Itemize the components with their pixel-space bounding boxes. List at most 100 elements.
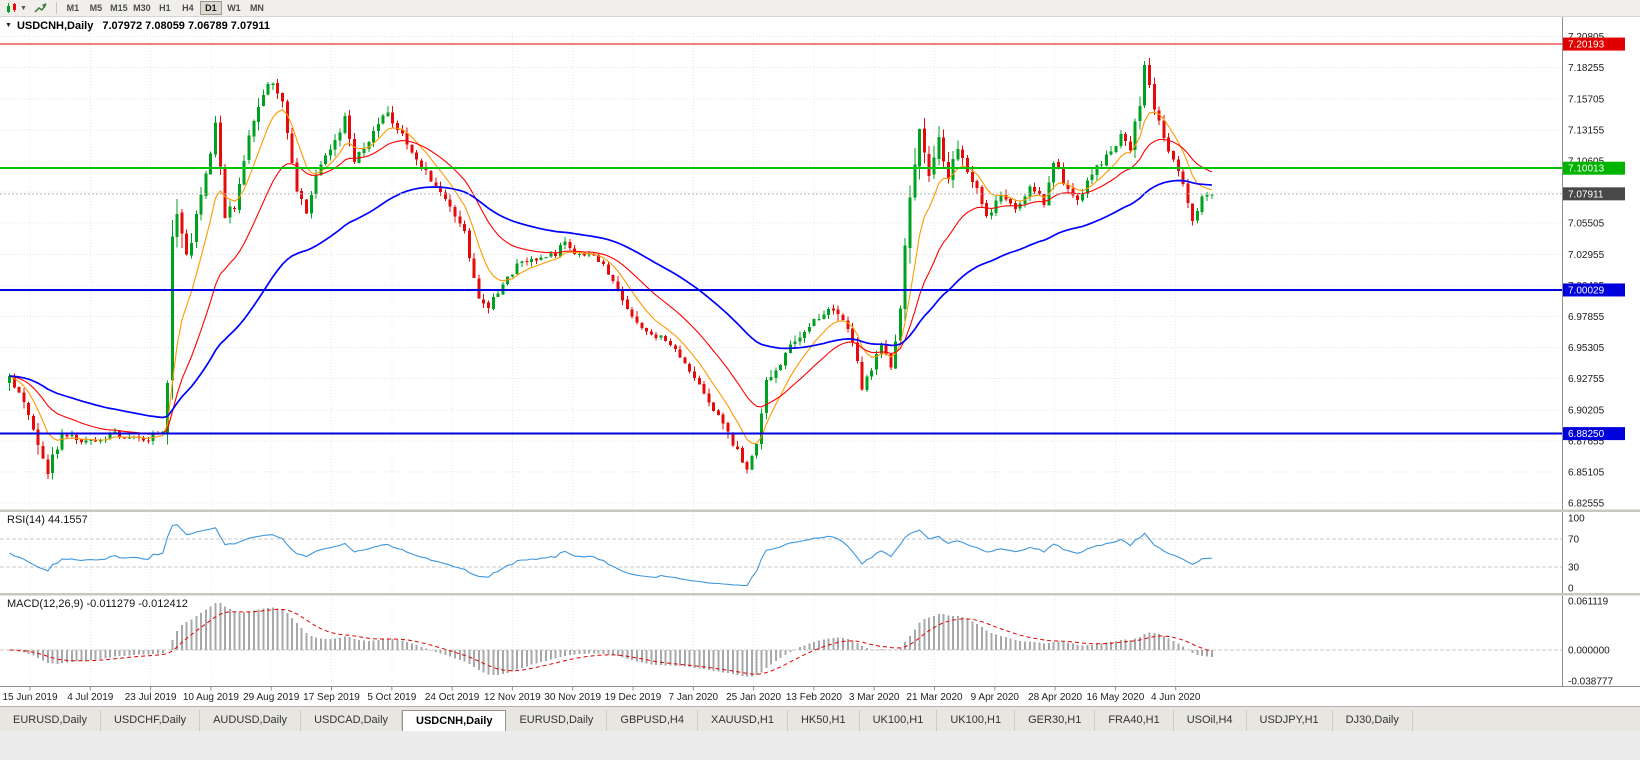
svg-text:70: 70	[1568, 535, 1580, 546]
svg-text:6.97855: 6.97855	[1568, 312, 1605, 323]
chart-tab-GER30-H1[interactable]: GER30,H1	[1015, 710, 1096, 731]
macd-indicator-header: MACD(12,26,9) -0.011279 -0.012412	[7, 598, 188, 610]
svg-text:4 Jul 2019: 4 Jul 2019	[67, 692, 114, 703]
chart-ohlc-values: 7.07972 7.08059 7.06789 7.07911	[102, 19, 270, 32]
chart-tab-UK100-H1[interactable]: UK100,H1	[937, 710, 1016, 731]
svg-text:7.10013: 7.10013	[1568, 164, 1605, 175]
chart-tab-USDCAD-Daily[interactable]: USDCAD,Daily	[301, 710, 403, 731]
chart-tab-USOil-H4[interactable]: USOil,H4	[1173, 710, 1247, 731]
svg-text:6.87655: 6.87655	[1568, 436, 1605, 447]
svg-text:30: 30	[1568, 563, 1580, 574]
svg-text:7.02955: 7.02955	[1568, 250, 1605, 261]
svg-text:6.92755: 6.92755	[1568, 374, 1605, 385]
arrow-icon	[34, 3, 47, 13]
timeframe-button-W1[interactable]: W1	[227, 3, 241, 13]
timeframe-button-H1[interactable]: H1	[159, 3, 171, 13]
svg-text:9 Apr 2020: 9 Apr 2020	[971, 692, 1020, 703]
chart-tab-HK50-H1[interactable]: HK50,H1	[787, 710, 860, 731]
svg-text:7.15705: 7.15705	[1568, 94, 1605, 105]
svg-text:7.13155: 7.13155	[1568, 125, 1605, 136]
svg-text:16 May 2020: 16 May 2020	[1086, 692, 1144, 703]
panel-splitter[interactable]	[0, 593, 1640, 596]
timeframe-button-M30[interactable]: M30	[133, 3, 151, 13]
svg-text:5 Oct 2019: 5 Oct 2019	[367, 692, 416, 703]
chart-shift-button[interactable]	[31, 1, 50, 16]
svg-text:6.85105: 6.85105	[1568, 467, 1605, 478]
timeframes-toolbar: M1 M5 M15 M30 H1 H4 D1 W1 MN	[62, 1, 269, 15]
horizontal-lines[interactable]	[0, 43, 1562, 435]
rsi-line	[9, 524, 1212, 587]
timeframe-button-M15[interactable]: M15	[110, 3, 128, 13]
timeframe-button-D1[interactable]: D1	[199, 1, 222, 15]
candlestick-chart-icon	[7, 3, 16, 13]
candlestick-series	[8, 58, 1214, 480]
svg-text:7.07911: 7.07911	[1568, 189, 1604, 200]
chart-canvas[interactable]: 7.208057.182557.157057.131557.106057.080…	[0, 17, 1640, 706]
chart-tab-UK100-H1[interactable]: UK100,H1	[859, 710, 938, 731]
chart-tab-XAUUSD-H1[interactable]: XAUUSD,H1	[697, 710, 788, 731]
caret-down-icon: ▼	[20, 4, 27, 12]
svg-text:6.88250: 6.88250	[1568, 429, 1605, 440]
svg-text:3 Mar 2020: 3 Mar 2020	[849, 692, 900, 703]
macd-values: -0.011279 -0.012412	[86, 598, 188, 610]
svg-text:17 Sep 2019: 17 Sep 2019	[303, 692, 360, 703]
status-bar	[0, 731, 1640, 760]
svg-text:12 Nov 2019: 12 Nov 2019	[484, 692, 541, 703]
chart-menu-icon[interactable]: ▼	[5, 22, 12, 29]
svg-text:24 Oct 2019: 24 Oct 2019	[425, 692, 480, 703]
price-markers: 7.20193 7.10013 7.07911 7.00029 6.88250	[1563, 37, 1625, 441]
toolbar-separator	[55, 2, 57, 14]
svg-text:0: 0	[1568, 584, 1574, 595]
rsi-label: RSI(14)	[7, 514, 45, 526]
chart-symbol-title: USDCNH,Daily	[16, 19, 94, 32]
chart-tab-FRA40-H1[interactable]: FRA40,H1	[1095, 710, 1174, 731]
macd-histogram	[13, 602, 1213, 677]
svg-text:15 Jun 2019: 15 Jun 2019	[2, 692, 57, 703]
svg-text:4 Jun 2020: 4 Jun 2020	[1151, 692, 1201, 703]
svg-text:6.82555: 6.82555	[1568, 499, 1605, 510]
chart-grid	[0, 33, 1562, 686]
chart-tab-EURUSD-Daily[interactable]: EURUSD,Daily	[506, 710, 608, 731]
timeframe-button-M5[interactable]: M5	[89, 3, 103, 13]
chart-tab-AUDUSD-Daily[interactable]: AUDUSD,Daily	[200, 710, 302, 731]
chart-tab-DJ30-Daily[interactable]: DJ30,Daily	[1332, 710, 1413, 731]
chart-tab-USDJPY-H1[interactable]: USDJPY,H1	[1246, 710, 1333, 731]
svg-text:7.20193: 7.20193	[1568, 40, 1605, 51]
svg-text:30 Nov 2019: 30 Nov 2019	[544, 692, 601, 703]
svg-text:7.00029: 7.00029	[1568, 285, 1605, 296]
svg-text:10 Aug 2019: 10 Aug 2019	[183, 692, 240, 703]
svg-text:7.18255: 7.18255	[1568, 63, 1605, 74]
timeframe-button-MN[interactable]: MN	[249, 3, 264, 13]
timeframe-button-H4[interactable]: H4	[182, 3, 194, 13]
macd-signal-line	[9, 608, 1212, 675]
price-axis	[1563, 17, 1640, 686]
svg-text:-0.038777: -0.038777	[1568, 677, 1613, 688]
svg-text:21 Mar 2020: 21 Mar 2020	[906, 692, 963, 703]
new-chart-button[interactable]: ▼	[3, 1, 30, 16]
svg-text:29 Aug 2019: 29 Aug 2019	[243, 692, 300, 703]
svg-text:6.90205: 6.90205	[1568, 405, 1605, 416]
svg-text:25 Jan 2020: 25 Jan 2020	[726, 692, 781, 703]
chart-tab-USDCNH-Daily[interactable]: USDCNH,Daily	[402, 710, 507, 731]
chart-tab-GBPUSD-H4[interactable]: GBPUSD,H4	[607, 710, 698, 731]
chart-tab-USDCHF-Daily[interactable]: USDCHF,Daily	[100, 710, 201, 731]
rsi-value: 44.1557	[47, 514, 88, 526]
svg-text:7 Jan 2020: 7 Jan 2020	[669, 692, 719, 703]
svg-text:0.061119: 0.061119	[1568, 597, 1609, 608]
time-axis: 15 Jun 2019 4 Jul 2019 23 Jul 2019 10 Aug 2…	[2, 686, 1201, 703]
chart-title-bar: ▼ USDCNH,Daily 7.07972 7.08059 7.06789 7…	[0, 18, 270, 33]
svg-text:13 Feb 2020: 13 Feb 2020	[786, 692, 843, 703]
svg-text:19 Dec 2019: 19 Dec 2019	[605, 692, 662, 703]
chart-tab-bar: EURUSD,Daily USDCHF,Daily AUDUSD,Daily USDC…	[0, 706, 1640, 731]
moving-averages	[9, 109, 1213, 445]
rsi-indicator-header: RSI(14) 44.1557	[7, 514, 88, 526]
chart-tab-EURUSD-Daily[interactable]: EURUSD,Daily	[0, 710, 101, 731]
panel-splitter[interactable]	[0, 509, 1640, 513]
timeframe-button-M1[interactable]: M1	[66, 3, 80, 13]
svg-text:0.000000: 0.000000	[1568, 646, 1610, 657]
svg-text:23 Jul 2019: 23 Jul 2019	[125, 692, 177, 703]
svg-text:100: 100	[1568, 514, 1585, 525]
svg-text:7.05505: 7.05505	[1568, 219, 1605, 230]
macd-label: MACD(12,26,9)	[7, 598, 84, 610]
